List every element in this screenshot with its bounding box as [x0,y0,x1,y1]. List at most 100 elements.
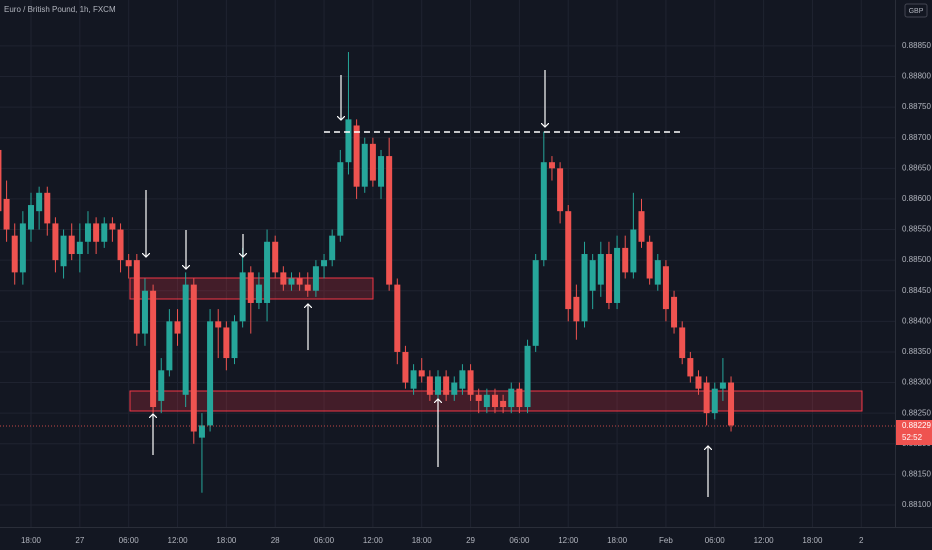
candle-body [679,327,686,359]
candle-body [141,290,148,334]
candle-body [133,260,140,334]
candle-body [150,290,157,408]
candle-body [394,284,401,352]
candle-body [84,223,91,242]
candle-body [353,125,360,187]
candle-body [687,358,694,377]
candle-body [198,425,205,438]
candle-body [288,278,295,285]
chart-title: Euro / British Pound, 1h, FXCM [4,5,116,14]
x-tick-label: 12:00 [754,536,775,545]
candle-body [166,321,173,371]
candle-body [491,394,498,408]
candle-body [500,400,507,408]
candle-body [646,241,653,279]
candle-body [589,260,596,291]
countdown-label: 52:52 [902,433,923,442]
candle-body [597,254,604,285]
candle-body [614,247,621,303]
candle-body [540,162,547,261]
y-tick-label: 0.88700 [902,133,931,142]
candle-body [60,235,67,267]
candle-body [190,284,197,432]
y-tick-label: 0.88250 [902,408,931,417]
x-tick-label: 06:00 [705,536,726,545]
candle-body [605,254,612,303]
x-tick-label: 12:00 [558,536,579,545]
candle-body [255,284,262,303]
candle-body [695,376,702,389]
candle-body [451,382,458,395]
x-tick-label: 18:00 [412,536,433,545]
candle-body [410,370,417,389]
y-tick-label: 0.88150 [902,469,931,478]
currency-label: GBP [909,8,924,15]
candle-body [557,168,564,212]
y-tick-label: 0.88650 [902,163,931,172]
x-tick-label: Feb [659,536,673,545]
x-tick-label: 06:00 [314,536,335,545]
candle-body [223,327,230,359]
candle-body [231,321,238,359]
candle-body [207,321,214,426]
candle-body [329,235,336,261]
candle-body [174,321,181,334]
candle-body [467,370,474,395]
candle-body [36,192,43,212]
candle-body [475,394,482,401]
candle-body [443,376,450,395]
candle-body [11,235,18,273]
x-tick-label: 18:00 [607,536,628,545]
y-tick-label: 0.88350 [902,347,931,356]
axis-layer: 0.881000.881500.882000.882500.883000.883… [21,41,932,545]
candle-body [19,223,26,273]
candle-body [68,235,75,255]
candle-body [369,143,376,181]
candle-body [345,119,352,163]
candle-body [654,260,661,285]
x-tick-label: 28 [271,536,280,545]
candle-body [581,254,588,322]
candle-body [516,388,523,408]
x-tick-label: 12:00 [168,536,189,545]
x-tick-label: 29 [466,536,475,545]
candle-body [662,266,669,310]
candle-body [402,351,409,383]
y-tick-label: 0.88300 [902,378,931,387]
candle-body [671,296,678,328]
candle-body [93,223,100,242]
x-tick-label: 2 [859,536,864,545]
candle-body [304,284,311,291]
candle-body [239,272,246,322]
candle-body [565,211,572,310]
y-tick-label: 0.88550 [902,225,931,234]
candle-body [728,382,735,426]
candle-body [182,284,189,395]
y-tick-label: 0.88600 [902,194,931,203]
y-tick-label: 0.88800 [902,72,931,81]
x-tick-label: 18:00 [21,536,42,545]
candle-body [158,370,165,401]
candle-body [459,370,466,389]
candle-body [3,198,10,230]
candle-body [28,205,34,230]
candle-body [247,272,254,303]
candle-body [76,241,83,255]
candle-body [280,272,287,285]
candle-body [508,388,515,408]
x-tick-label: 27 [75,536,84,545]
x-tick-label: 06:00 [509,536,530,545]
candle-body [622,247,629,273]
y-tick-label: 0.88500 [902,255,931,264]
candle-body [52,223,59,261]
x-tick-label: 18:00 [802,536,823,545]
candle-body [703,382,710,414]
last-price-box [896,420,932,446]
x-tick-label: 12:00 [363,536,384,545]
candle-body [573,296,580,322]
candle-body [378,156,385,187]
candle-body [125,260,132,267]
candle-body [532,260,539,346]
candle-body [215,321,222,328]
